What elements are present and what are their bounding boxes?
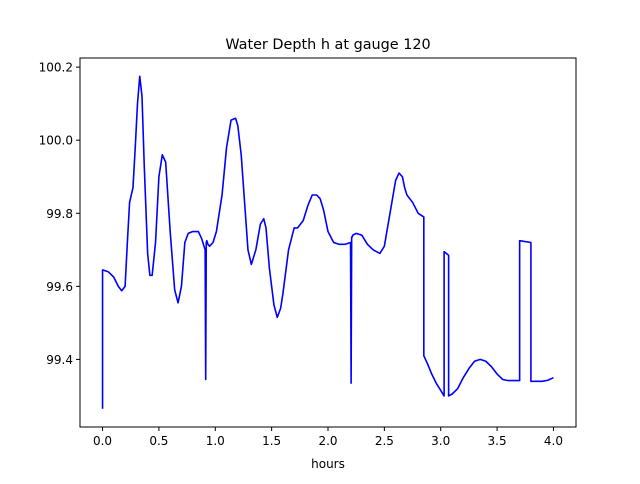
x-tick-label: 0.0 [93, 434, 112, 448]
y-tick-label: 99.6 [46, 280, 73, 294]
y-tick-label: 100.0 [39, 134, 73, 148]
x-tick-label: 2.5 [375, 434, 394, 448]
x-tick-label: 3.5 [488, 434, 507, 448]
x-axis-label: hours [311, 457, 345, 471]
x-tick-label: 4.0 [544, 434, 563, 448]
x-tick-label: 1.5 [262, 434, 281, 448]
y-tick-label: 100.2 [39, 61, 73, 75]
chart-title: Water Depth h at gauge 120 [225, 37, 430, 53]
y-tick-label: 99.8 [46, 207, 73, 221]
axis-ticks: 0.0 0.5 1.0 1.5 2.0 2.5 3.0 3.5 4.0 99.4 99.6 99.8 1… [39, 61, 563, 448]
x-tick-label: 0.5 [149, 434, 168, 448]
series-line [101, 75, 554, 409]
x-tick-label: 1.0 [206, 434, 225, 448]
x-tick-label: 2.0 [318, 434, 337, 448]
plot-area-frame [79, 57, 577, 428]
y-tick-label: 99.4 [46, 353, 73, 367]
x-tick-label: 3.0 [431, 434, 450, 448]
